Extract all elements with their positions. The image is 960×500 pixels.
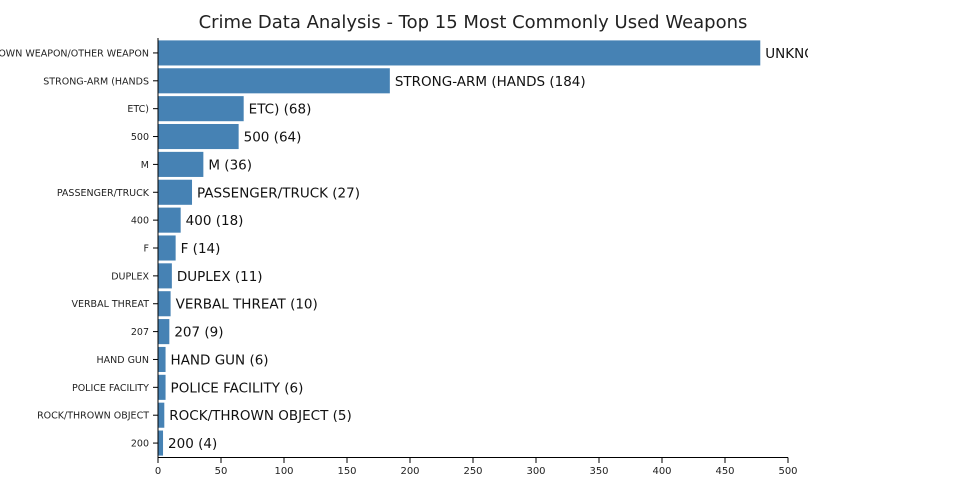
bar bbox=[158, 430, 164, 456]
category-label: DUPLEX bbox=[111, 271, 149, 282]
bar-value-label: HAND GUN (6) bbox=[171, 352, 269, 368]
bar bbox=[158, 235, 176, 261]
bar bbox=[158, 319, 170, 345]
bar bbox=[158, 346, 166, 373]
x-tick-label: 450 bbox=[715, 466, 734, 477]
bar bbox=[158, 291, 171, 317]
bar-value-label: 500 (64) bbox=[244, 130, 302, 146]
bar-value-label: STRONG-ARM (HANDS (184) bbox=[395, 74, 586, 90]
bar bbox=[158, 263, 172, 289]
bar bbox=[158, 207, 181, 233]
x-tick-label: 50 bbox=[215, 466, 228, 477]
category-label: VERBAL THREAT bbox=[71, 299, 149, 310]
category-label: ROCK/THROWN OBJECT bbox=[37, 411, 149, 422]
axes-layer: 0 50 100 150 200 250 300 350 400 450 500 bbox=[153, 38, 798, 477]
x-tick-label: 100 bbox=[274, 466, 293, 477]
bar-value-label: ETC) (68) bbox=[249, 102, 312, 118]
x-tick-label: 400 bbox=[652, 466, 671, 477]
category-label: F bbox=[144, 244, 149, 255]
x-tick-label: 200 bbox=[400, 466, 419, 477]
category-label: ETC) bbox=[127, 104, 149, 115]
bar-labels-layer: UNKNOWN WEAPON/OTHER WEAPON (478) STRONG-… bbox=[168, 46, 960, 452]
bar bbox=[158, 96, 244, 122]
bar-value-label: ROCK/THROWN OBJECT (5) bbox=[169, 408, 351, 424]
category-label: M bbox=[141, 160, 149, 171]
category-label: UNKNOWN WEAPON/OTHER WEAPON bbox=[0, 48, 149, 59]
category-labels-layer: UNKNOWN WEAPON/OTHER WEAPON STRONG-ARM (H… bbox=[0, 48, 150, 449]
x-tick-label: 0 bbox=[155, 466, 161, 477]
bar-value-label: 207 (9) bbox=[174, 325, 223, 341]
x-tick-label: 350 bbox=[589, 466, 608, 477]
bar bbox=[158, 374, 166, 400]
category-label: POLICE FACILITY bbox=[72, 383, 149, 394]
x-tick-label: 300 bbox=[526, 466, 545, 477]
category-label: STRONG-ARM (HANDS bbox=[43, 76, 149, 87]
category-label: 200 bbox=[131, 439, 149, 450]
bar-value-label: POLICE FACILITY (6) bbox=[171, 380, 304, 396]
bar-value-label: M (36) bbox=[208, 157, 252, 173]
bar bbox=[158, 402, 165, 428]
bar-value-label: F (14) bbox=[181, 241, 221, 257]
bar bbox=[158, 68, 390, 94]
bar bbox=[158, 40, 761, 66]
chart-title: Crime Data Analysis - Top 15 Most Common… bbox=[199, 12, 748, 33]
category-label: PASSENGER/TRUCK bbox=[57, 188, 150, 199]
category-label: 400 bbox=[131, 216, 149, 227]
bar-value-label: DUPLEX (11) bbox=[177, 269, 263, 285]
category-label: 207 bbox=[131, 327, 149, 338]
bar-value-label: PASSENGER/TRUCK (27) bbox=[197, 185, 360, 201]
bar-value-label: VERBAL THREAT (10) bbox=[176, 297, 318, 313]
bar-value-label: 200 (4) bbox=[168, 436, 217, 452]
bar bbox=[158, 123, 239, 150]
category-label: HAND GUN bbox=[96, 355, 149, 366]
x-tick-label: 500 bbox=[778, 466, 797, 477]
x-tick-label: 250 bbox=[463, 466, 482, 477]
category-label: 500 bbox=[131, 132, 149, 143]
bar-value-label: 400 (18) bbox=[186, 213, 244, 229]
x-tick-label: 150 bbox=[337, 466, 356, 477]
bars-layer bbox=[158, 40, 761, 456]
bar bbox=[158, 179, 193, 205]
bar bbox=[158, 151, 204, 177]
bar-value-label: UNKNOWN WEAPON/OTHER WEAPON (478) bbox=[765, 46, 960, 62]
